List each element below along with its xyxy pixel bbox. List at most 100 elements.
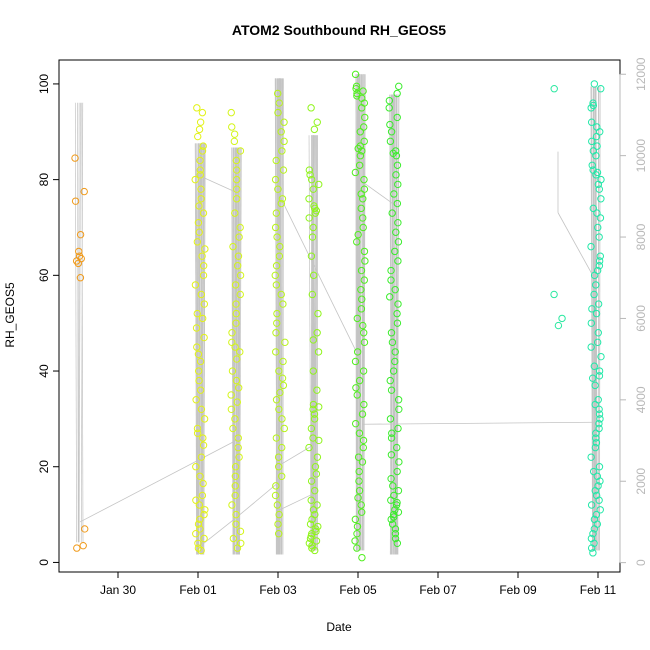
data-point: [358, 295, 366, 303]
data-point: [310, 125, 319, 134]
data-point: [313, 501, 321, 509]
data-point: [236, 223, 244, 232]
altitude-segment: [233, 147, 235, 555]
data-point: [197, 546, 205, 555]
data-point: [312, 470, 321, 478]
data-point: [274, 453, 283, 461]
data-point: [313, 453, 322, 461]
data-point: [592, 152, 600, 160]
data-point: [589, 99, 597, 107]
data-point: [592, 434, 600, 442]
data-point: [280, 424, 289, 433]
data-point: [394, 238, 403, 246]
data-point: [360, 123, 368, 131]
data-point: [355, 161, 364, 169]
data-point: [592, 439, 601, 447]
data-point: [273, 319, 281, 327]
data-point: [278, 147, 286, 155]
data-point: [310, 415, 319, 423]
data-point: [351, 419, 360, 428]
data-point: [200, 333, 208, 342]
data-point: [385, 104, 393, 112]
data-point: [272, 156, 280, 165]
data-point: [386, 137, 395, 146]
data-point: [228, 501, 236, 509]
data-point: [73, 544, 81, 552]
data-point: [277, 290, 285, 299]
data-point: [587, 319, 596, 327]
data-point: [196, 171, 204, 179]
data-point: [311, 546, 319, 555]
data-point: [306, 171, 314, 179]
data-point: [359, 214, 367, 222]
data-point: [231, 491, 239, 500]
data-point: [79, 541, 87, 550]
altitude-segment: [238, 147, 241, 555]
data-point: [358, 410, 367, 418]
data-point: [358, 458, 367, 466]
data-point: [589, 467, 598, 476]
data-point: [596, 214, 605, 222]
data-point: [395, 405, 403, 414]
data-point: [587, 242, 595, 251]
data-point: [357, 305, 366, 313]
data-point: [595, 419, 603, 428]
data-point: [307, 252, 316, 260]
data-point: [353, 544, 361, 552]
chart-title: ATOM2 Southbound RH_GEOS5: [232, 22, 446, 38]
data-point: [271, 223, 280, 232]
data-point: [272, 396, 281, 404]
data-point: [199, 142, 207, 150]
data-point: [307, 175, 316, 184]
altitude-transit: [199, 175, 237, 193]
data-point: [233, 355, 241, 363]
data-point: [360, 276, 369, 284]
data-point: [309, 271, 318, 280]
y-axis-label: RH_GEOS5: [3, 282, 17, 348]
data-point: [596, 506, 604, 514]
data-point: [591, 443, 600, 452]
data-point: [392, 152, 401, 160]
data-point: [353, 530, 361, 538]
data-point: [312, 525, 320, 533]
x-axis-label: Date: [326, 620, 352, 634]
data-point: [233, 185, 241, 193]
altitude-segment: [390, 94, 392, 555]
data-point: [595, 257, 604, 265]
data-point: [196, 357, 205, 366]
data-point: [272, 329, 280, 337]
data-point: [387, 451, 396, 459]
altitude-transit: [199, 517, 237, 547]
data-point: [596, 477, 604, 485]
altitude-segment: [81, 102, 84, 543]
data-point: [357, 501, 365, 509]
altitude-segment: [279, 78, 283, 555]
data-point: [194, 520, 203, 528]
data-point: [393, 467, 401, 476]
altitude-segment: [74, 102, 77, 543]
data-point: [76, 230, 85, 239]
data-point: [587, 118, 596, 126]
data-point: [192, 396, 200, 404]
data-point: [309, 185, 317, 193]
x-tick-label: Feb 03: [259, 583, 297, 597]
data-point: [393, 113, 401, 122]
data-point: [307, 477, 316, 485]
altitude-segment: [194, 143, 197, 555]
data-point: [354, 494, 362, 502]
data-point: [355, 467, 363, 476]
data-point: [199, 434, 207, 442]
data-point: [232, 309, 240, 318]
data-point: [595, 496, 603, 504]
altitude-transit: [235, 480, 281, 519]
data-point: [279, 381, 288, 390]
altitude-transit: [279, 196, 361, 360]
data-point: [232, 376, 241, 385]
data-point: [387, 474, 395, 483]
data-point: [391, 285, 399, 294]
data-point: [275, 99, 283, 107]
data-point: [236, 271, 245, 280]
data-point: [359, 367, 368, 375]
data-point: [357, 285, 365, 294]
data-point: [233, 544, 242, 552]
